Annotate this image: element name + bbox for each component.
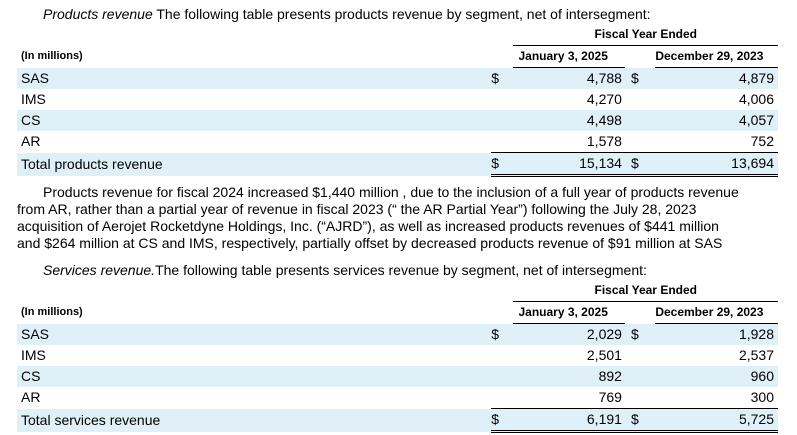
value-2025: 2,029 [513,323,625,345]
column-header-2023: December 29, 2023 [655,45,778,68]
row-label: IMS [21,91,46,107]
paragraph-line: and $264 million at CS and IMS, respecti… [17,235,723,251]
paragraph-line: Products revenue for fiscal 2024 increas… [43,184,739,200]
currency-symbol: $ [624,323,656,345]
currency-symbol: $ [491,408,514,433]
table-header-period: Fiscal Year Ended [17,280,778,302]
value-2023: 2,537 [738,347,774,363]
table-row: SAS $ 2,029 $ 1,928 [17,323,778,345]
products-revenue-table: Fiscal Year Ended (In millions) January … [17,24,778,177]
value-2025: 4,788 [513,67,625,89]
total-value-2025: 6,191 [513,408,625,433]
total-row: Total services revenue $ 6,191 $ 5,725 [17,408,778,433]
table-header-dates: (In millions) January 3, 2025 December 2… [17,45,778,68]
table-row: SAS $ 4,788 $ 4,879 [17,67,778,89]
services-revenue-table: Fiscal Year Ended (In millions) January … [17,280,778,433]
paragraph-line: acquisition of Aerojet Rocketdyne Holdin… [17,218,719,234]
currency-symbol [491,89,513,110]
paragraph-line: from AR, rather than a partial year of r… [17,201,697,217]
currency-symbol [491,345,513,366]
currency-symbol: $ [624,152,656,177]
table-row: IMS 2,501 2,537 [17,345,778,366]
value-2025: 769 [598,389,622,405]
row-label: AR [21,133,41,150]
period-header: Fiscal Year Ended [513,24,778,46]
currency-symbol [624,366,656,387]
table-row: IMS 4,270 4,006 [17,89,778,110]
total-value-2025: 15,134 [513,152,625,177]
row-label: CS [17,110,492,131]
column-header-2023: December 29, 2023 [655,301,778,324]
table-row: CS 892 960 [17,366,778,387]
currency-symbol [491,131,513,153]
value-2023: 752 [750,133,774,149]
products-intro-italic: Products revenue [43,6,153,22]
total-label: Total services revenue [17,408,492,432]
products-revenue-paragraph: Products revenue for fiscal 2024 increas… [17,184,787,252]
products-intro-text: The following table presents products re… [152,6,651,22]
table-row: AR 769 300 [17,387,778,409]
products-intro: Products revenue The following table pre… [43,6,651,22]
currency-symbol [491,366,514,387]
unit-label: (In millions) [21,50,83,62]
value-2025: 892 [513,366,625,387]
currency-symbol: $ [491,323,514,345]
currency-symbol [624,110,656,131]
currency-symbol [625,131,655,153]
currency-symbol: $ [624,67,656,89]
currency-symbol: $ [624,408,656,433]
total-value-2023: 13,694 [655,152,778,177]
table-row: AR 1,578 752 [17,131,778,153]
currency-symbol [625,387,655,409]
value-2025: 4,270 [586,91,622,107]
value-2023: 1,928 [655,323,778,345]
table-row: CS 4,498 4,057 [17,110,778,131]
column-header-2025: January 3, 2025 [513,301,625,324]
value-2023: 4,006 [738,91,774,107]
value-2023: 4,879 [655,67,778,89]
currency-symbol [625,89,655,110]
value-2023: 300 [750,389,774,405]
period-header: Fiscal Year Ended [513,280,778,302]
currency-symbol: $ [491,67,514,89]
row-label: SAS [17,67,492,89]
unit-label: (In millions) [21,306,83,318]
table-header-dates: (In millions) January 3, 2025 December 2… [17,301,778,324]
value-2025: 2,501 [586,347,622,363]
services-intro-text: The following table presents services re… [155,262,647,278]
total-value-2023: 5,725 [655,408,778,433]
currency-symbol: $ [491,152,514,177]
value-2023: 4,057 [655,110,778,131]
total-label: Total products revenue [17,152,492,176]
currency-symbol [491,387,513,409]
table-header-period: Fiscal Year Ended [17,24,778,46]
row-label: IMS [21,347,46,363]
total-row: Total products revenue $ 15,134 $ 13,694 [17,152,778,177]
column-header-2025: January 3, 2025 [513,45,625,68]
row-label: AR [21,389,41,406]
value-2025: 1,578 [586,133,622,149]
currency-symbol [491,110,514,131]
value-2023: 960 [655,366,778,387]
row-label: SAS [17,323,492,345]
value-2025: 4,498 [513,110,625,131]
currency-symbol [625,345,655,366]
services-intro-italic: Services revenue. [43,262,156,278]
services-intro: Services revenue.The following table pre… [43,262,647,278]
row-label: CS [17,366,492,387]
